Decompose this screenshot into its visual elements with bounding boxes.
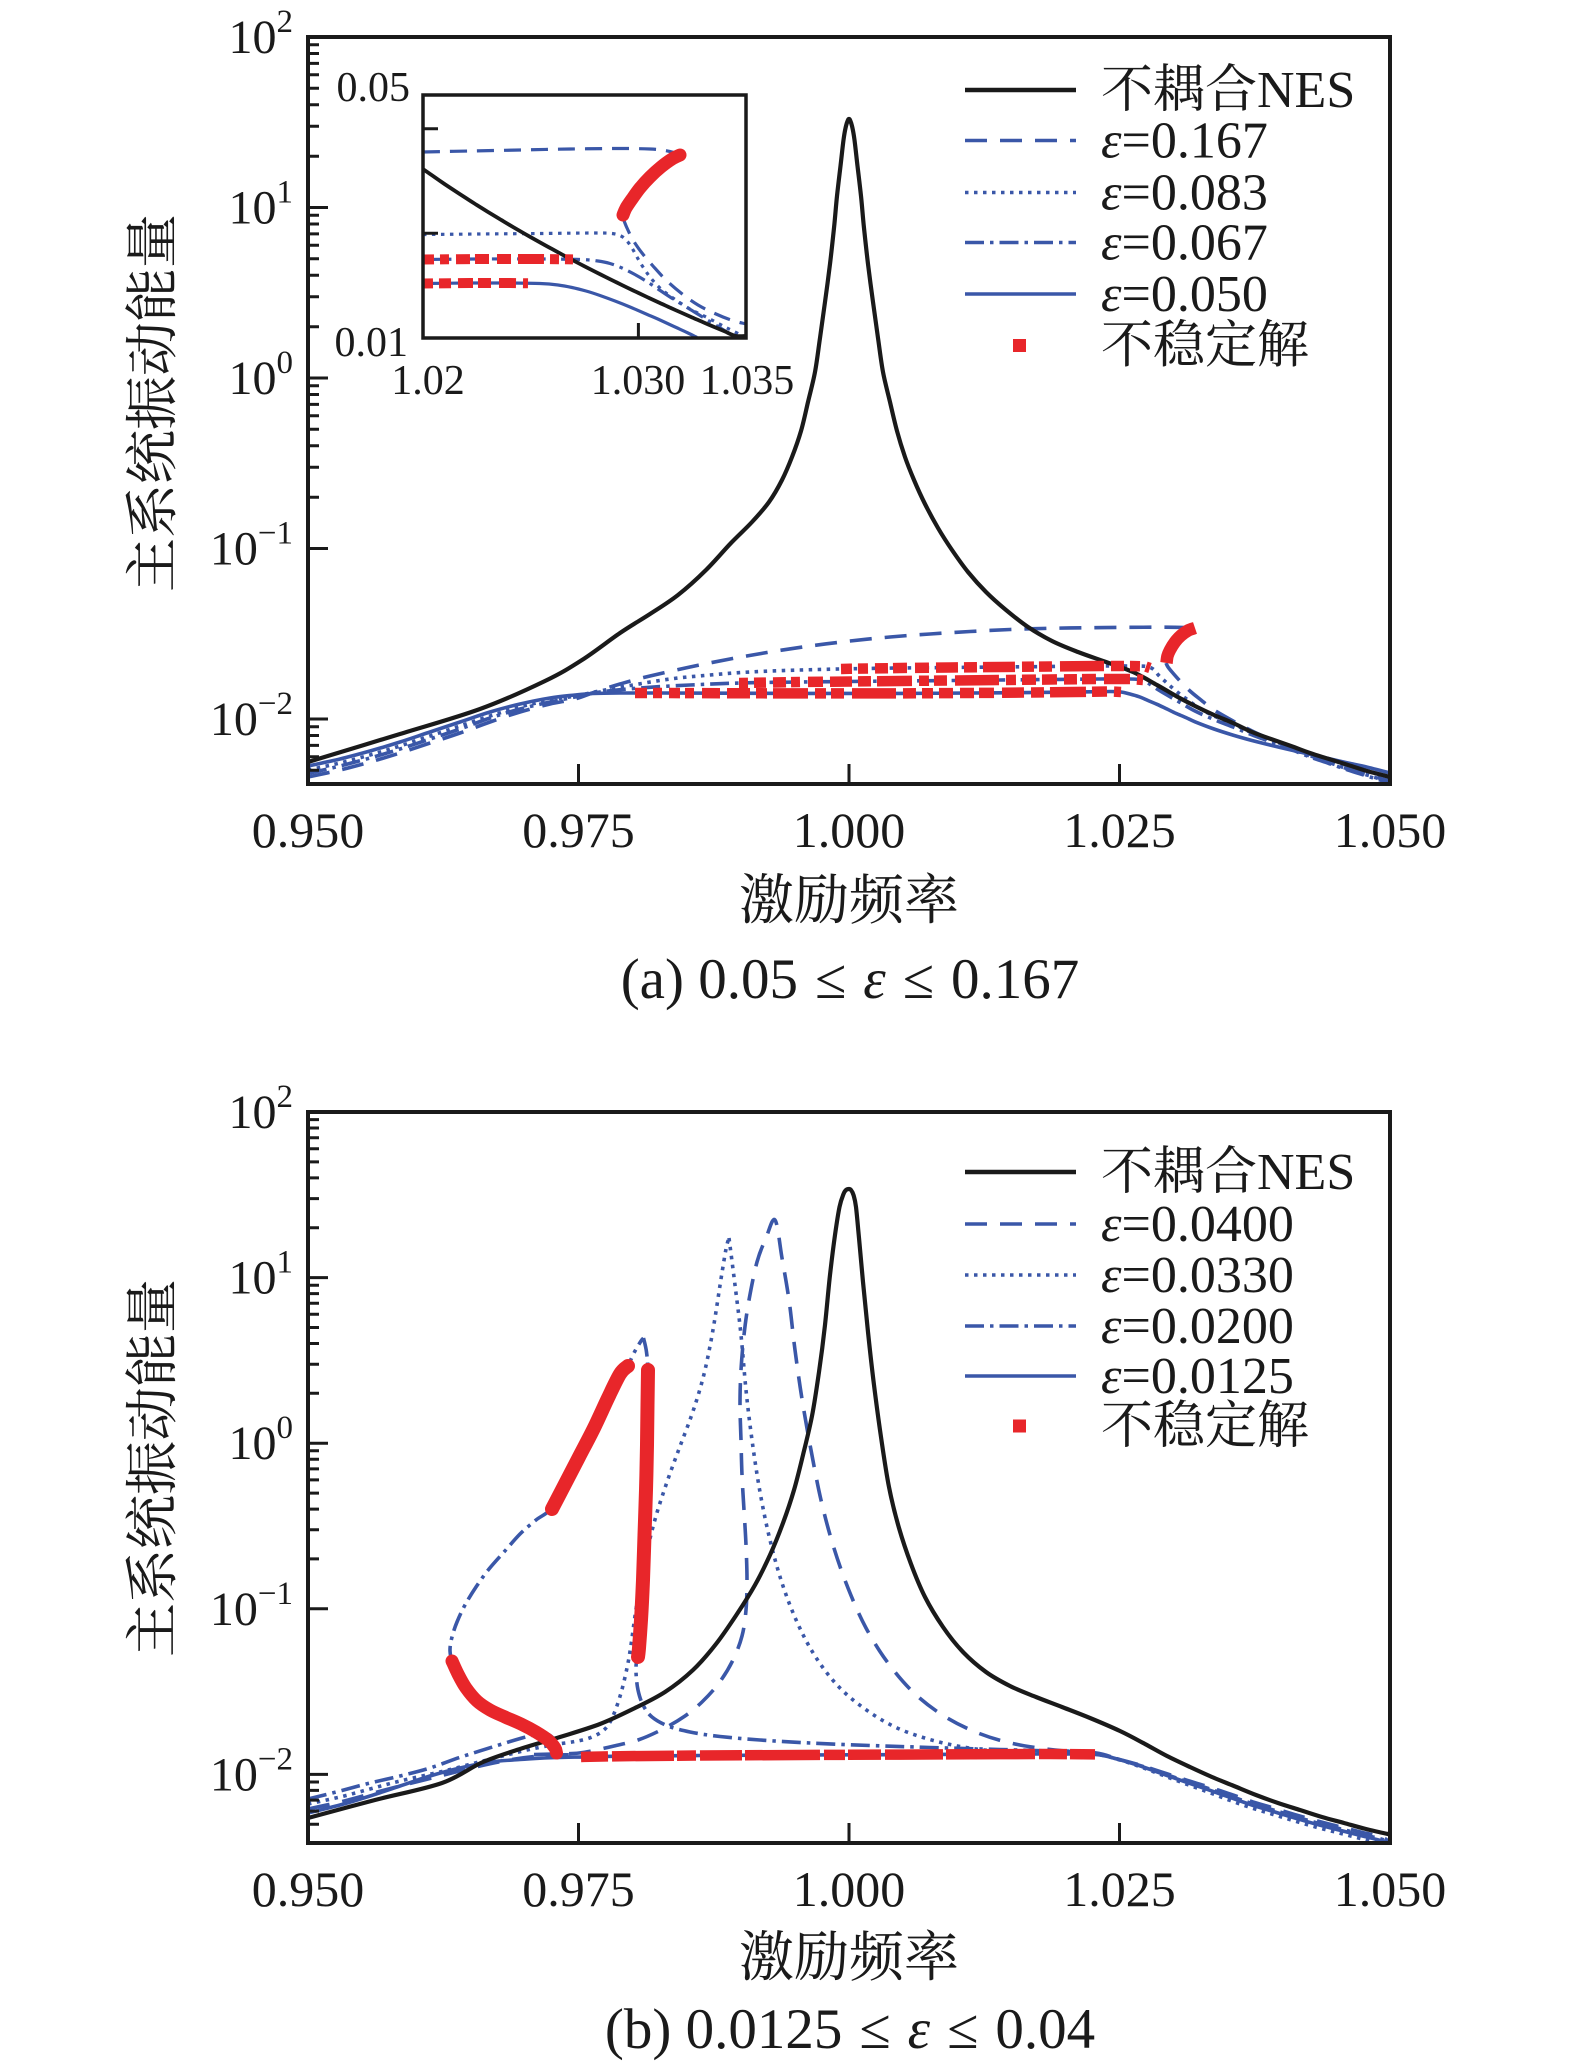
svg-text:ε=0.0125: ε=0.0125 — [1101, 1348, 1294, 1405]
svg-text:ε=0.0200: ε=0.0200 — [1101, 1298, 1294, 1355]
svg-text:NES: NES — [1257, 1144, 1355, 1201]
svg-text:1.050: 1.050 — [1334, 1861, 1447, 1917]
svg-text:1.050: 1.050 — [1334, 802, 1447, 858]
svg-text:ε=0.083: ε=0.083 — [1101, 165, 1268, 222]
svg-text:ε=0.067: ε=0.067 — [1101, 215, 1268, 272]
svg-text:0.05: 0.05 — [337, 65, 411, 111]
svg-text:10−2: 10−2 — [210, 686, 293, 746]
svg-text:1.030: 1.030 — [591, 358, 686, 404]
svg-text:0.950: 0.950 — [252, 802, 365, 858]
svg-text:ε=0.0330: ε=0.0330 — [1101, 1247, 1294, 1304]
svg-text:101: 101 — [229, 1245, 294, 1305]
svg-text:NES: NES — [1257, 62, 1355, 119]
svg-text:ε=0.167: ε=0.167 — [1101, 113, 1268, 170]
svg-text:0.01: 0.01 — [335, 320, 409, 366]
svg-text:0.975: 0.975 — [522, 1861, 635, 1917]
svg-text:ε=0.050: ε=0.050 — [1101, 266, 1268, 323]
svg-text:1.000: 1.000 — [793, 1861, 906, 1917]
svg-text:1.025: 1.025 — [1063, 802, 1176, 858]
svg-text:1.02: 1.02 — [391, 358, 465, 404]
svg-text:10−2: 10−2 — [210, 1741, 293, 1801]
svg-text:10−1: 10−1 — [210, 1576, 293, 1636]
svg-text:0.975: 0.975 — [522, 802, 635, 858]
svg-text:1.035: 1.035 — [700, 358, 795, 404]
svg-text:0.950: 0.950 — [252, 1861, 365, 1917]
svg-text:1.000: 1.000 — [793, 802, 906, 858]
svg-text:ε=0.0400: ε=0.0400 — [1101, 1196, 1294, 1253]
svg-text:1.025: 1.025 — [1063, 1861, 1176, 1917]
